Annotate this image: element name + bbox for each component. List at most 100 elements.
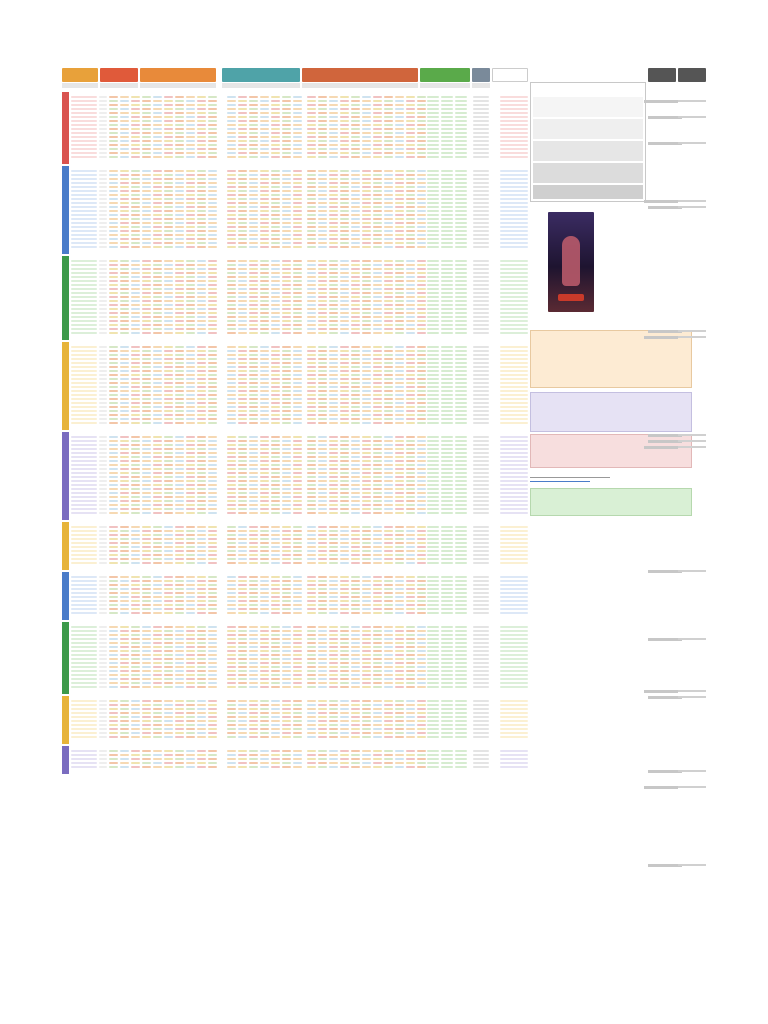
table-row[interactable] xyxy=(69,148,497,150)
table-row[interactable] xyxy=(69,496,497,498)
table-row[interactable] xyxy=(69,112,497,114)
table-row[interactable] xyxy=(69,646,497,648)
table-row[interactable] xyxy=(69,538,497,540)
table-row[interactable] xyxy=(69,386,497,388)
table-row[interactable] xyxy=(69,128,497,130)
table-row[interactable] xyxy=(69,120,497,122)
table-row[interactable] xyxy=(69,508,497,510)
table-row[interactable] xyxy=(69,346,497,348)
table-row[interactable] xyxy=(69,410,497,412)
table-row[interactable] xyxy=(69,472,497,474)
table-row[interactable] xyxy=(69,206,497,208)
table-row[interactable] xyxy=(69,370,497,372)
table-row[interactable] xyxy=(69,124,497,126)
table-row[interactable] xyxy=(69,226,497,228)
table-row[interactable] xyxy=(69,712,497,714)
table-row[interactable] xyxy=(69,674,497,676)
table-row[interactable] xyxy=(69,108,497,110)
table-row[interactable] xyxy=(69,588,497,590)
table-row[interactable] xyxy=(69,264,497,266)
table-row[interactable] xyxy=(69,222,497,224)
table-row[interactable] xyxy=(69,296,497,298)
table-row[interactable] xyxy=(69,214,497,216)
table-row[interactable] xyxy=(69,592,497,594)
table-row[interactable] xyxy=(69,658,497,660)
table-row[interactable] xyxy=(69,576,497,578)
table-row[interactable] xyxy=(69,500,497,502)
table-row[interactable] xyxy=(69,230,497,232)
table-row[interactable] xyxy=(69,476,497,478)
table-row[interactable] xyxy=(69,666,497,668)
table-row[interactable] xyxy=(69,144,497,146)
table-row[interactable] xyxy=(69,406,497,408)
table-row[interactable] xyxy=(69,716,497,718)
table-row[interactable] xyxy=(69,178,497,180)
table-row[interactable] xyxy=(69,246,497,248)
table-row[interactable] xyxy=(69,608,497,610)
table-row[interactable] xyxy=(69,546,497,548)
table-row[interactable] xyxy=(69,558,497,560)
table-row[interactable] xyxy=(69,280,497,282)
table-row[interactable] xyxy=(69,550,497,552)
table-row[interactable] xyxy=(69,182,497,184)
table-row[interactable] xyxy=(69,234,497,236)
table-row[interactable] xyxy=(69,378,497,380)
table-row[interactable] xyxy=(69,382,497,384)
table-row[interactable] xyxy=(69,312,497,314)
table-row[interactable] xyxy=(69,260,497,262)
table-row[interactable] xyxy=(69,448,497,450)
table-row[interactable] xyxy=(69,350,497,352)
table-row[interactable] xyxy=(69,156,497,158)
table-row[interactable] xyxy=(69,104,497,106)
table-row[interactable] xyxy=(69,174,497,176)
table-row[interactable] xyxy=(69,276,497,278)
table-row[interactable] xyxy=(69,484,497,486)
table-row[interactable] xyxy=(69,324,497,326)
table-row[interactable] xyxy=(69,542,497,544)
table-row[interactable] xyxy=(69,642,497,644)
table-row[interactable] xyxy=(69,362,497,364)
table-row[interactable] xyxy=(69,440,497,442)
table-row[interactable] xyxy=(69,650,497,652)
table-row[interactable] xyxy=(69,526,497,528)
table-row[interactable] xyxy=(69,390,497,392)
table-row[interactable] xyxy=(69,358,497,360)
table-row[interactable] xyxy=(69,504,497,506)
table-row[interactable] xyxy=(69,468,497,470)
table-row[interactable] xyxy=(69,242,497,244)
table-row[interactable] xyxy=(69,708,497,710)
table-row[interactable] xyxy=(69,140,497,142)
table-row[interactable] xyxy=(69,600,497,602)
table-row[interactable] xyxy=(69,316,497,318)
table-row[interactable] xyxy=(69,488,497,490)
table-row[interactable] xyxy=(69,292,497,294)
table-row[interactable] xyxy=(69,580,497,582)
table-row[interactable] xyxy=(69,670,497,672)
table-row[interactable] xyxy=(69,456,497,458)
table-row[interactable] xyxy=(69,686,497,688)
table-row[interactable] xyxy=(69,374,497,376)
table-row[interactable] xyxy=(69,562,497,564)
table-row[interactable] xyxy=(69,268,497,270)
table-row[interactable] xyxy=(69,630,497,632)
table-row[interactable] xyxy=(69,662,497,664)
table-row[interactable] xyxy=(69,96,497,98)
table-row[interactable] xyxy=(69,638,497,640)
table-row[interactable] xyxy=(69,720,497,722)
table-row[interactable] xyxy=(69,194,497,196)
table-row[interactable] xyxy=(69,202,497,204)
table-row[interactable] xyxy=(69,724,497,726)
table-row[interactable] xyxy=(69,604,497,606)
table-row[interactable] xyxy=(69,190,497,192)
table-row[interactable] xyxy=(69,682,497,684)
table-row[interactable] xyxy=(69,218,497,220)
table-row[interactable] xyxy=(69,596,497,598)
table-row[interactable] xyxy=(69,678,497,680)
table-row[interactable] xyxy=(69,480,497,482)
table-row[interactable] xyxy=(69,320,497,322)
table-row[interactable] xyxy=(69,300,497,302)
table-row[interactable] xyxy=(69,116,497,118)
table-row[interactable] xyxy=(69,272,497,274)
table-row[interactable] xyxy=(69,332,497,334)
table-row[interactable] xyxy=(69,444,497,446)
